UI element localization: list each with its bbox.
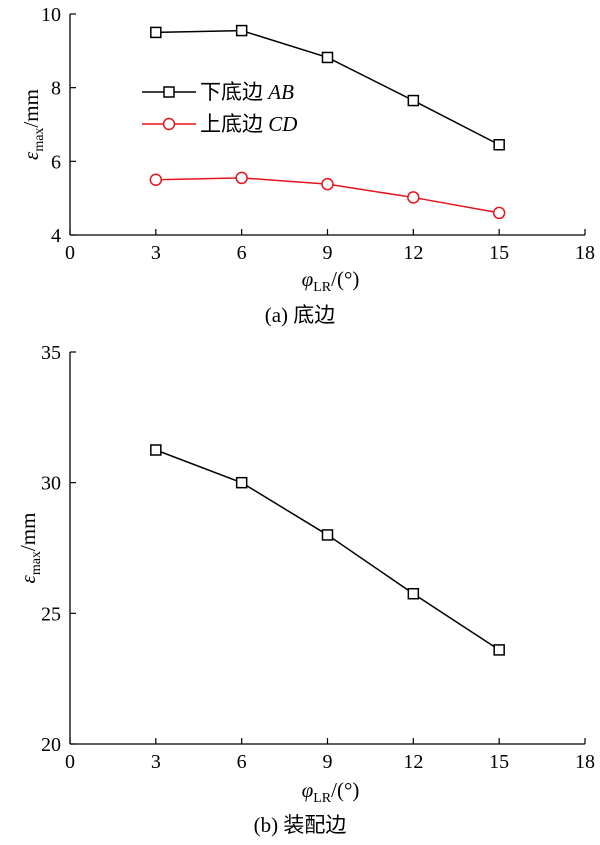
legend: 下底边 AB 上底边 CD [142, 80, 297, 136]
x-tick-label: 3 [151, 242, 161, 264]
data-point-square [493, 644, 505, 656]
data-point-square [321, 51, 334, 64]
y-tick-label: 6 [51, 151, 61, 173]
x-tick-label: 18 [575, 751, 595, 773]
x-axis-label: φLR/(°) [302, 778, 360, 806]
legend-label: 下底边 AB [200, 80, 294, 104]
y-tick-label: 30 [41, 473, 61, 495]
legend-label-it: CD [268, 112, 297, 136]
data-point-square [321, 529, 334, 541]
y-tick-label: 35 [41, 342, 61, 364]
legend-marker-circle [162, 117, 176, 131]
data-point-square [493, 139, 505, 151]
data-point-square [150, 26, 162, 39]
data-point-circle [407, 191, 420, 204]
y-axis-label-unit: /mm [16, 513, 40, 552]
x-tick-label: 3 [151, 751, 161, 773]
x-axis-label-sub: LR [313, 280, 332, 295]
x-axis-label-unit: /(°) [331, 267, 359, 291]
x-tick-label: 15 [489, 242, 509, 264]
legend-label-cn: 上底边 [200, 112, 268, 136]
chart-caption: (b) 装配边 [254, 813, 347, 837]
x-tick-label: 12 [403, 751, 423, 773]
y-axis-label-var: ε [19, 151, 43, 160]
legend-label-cn: 下底边 [200, 80, 268, 104]
data-point-square [235, 24, 248, 37]
y-axis-label: εmax/mm [16, 513, 44, 584]
legend-label: 上底边 CD [200, 112, 297, 136]
data-point-circle [235, 171, 248, 185]
y-axis-label: εmax/mm [19, 89, 47, 160]
y-tick-label: 25 [41, 603, 61, 625]
x-axis-label-unit: /(°) [331, 778, 359, 802]
y-tick-label: 4 [51, 225, 61, 247]
series-line [155, 449, 500, 651]
y-tick-label: 10 [41, 4, 61, 26]
y-axis-label-sub: max [29, 551, 44, 575]
data-point-square [235, 476, 248, 489]
data-point-square [407, 587, 420, 600]
y-axis-label-sub: max [32, 128, 47, 152]
data-point-circle [149, 173, 163, 186]
x-tick-label: 18 [575, 242, 595, 264]
chart-caption: (a) 底边 [265, 303, 336, 327]
y-tick-label: 8 [51, 78, 61, 100]
y-axis-label-var: ε [16, 574, 40, 583]
x-axis-label-sub: LR [313, 791, 332, 806]
chart-panel-b: 0 3 6 9 12 15 18 20 25 30 35 φLR/(°) εmax/mm (b) 装配边 [16, 342, 595, 837]
y-tick-label: 20 [41, 734, 61, 756]
legend-marker-square [163, 86, 175, 98]
x-tick-label: 0 [65, 751, 75, 773]
data-point-square [150, 444, 162, 456]
x-tick-label: 12 [403, 242, 423, 264]
x-tick-label: 0 [65, 242, 75, 264]
x-axis-label-var: φ [302, 267, 314, 291]
data-point-circle [492, 206, 506, 220]
x-tick-label: 15 [489, 751, 509, 773]
legend-label-it: AB [266, 80, 294, 104]
x-tick-label: 6 [237, 751, 247, 773]
data-point-square [407, 94, 420, 107]
x-tick-label: 6 [237, 242, 247, 264]
x-axis-label: φLR/(°) [302, 267, 360, 295]
chart-panel-a: 0 3 6 9 12 15 18 4 6 8 10 φLR/(°) εmax/mm (a) 底边 下底边 A… [19, 4, 595, 327]
x-axis-label-var: φ [302, 778, 314, 802]
y-axis-label-unit: /mm [19, 89, 43, 128]
x-tick-label: 9 [323, 751, 333, 773]
data-point-circle [321, 177, 334, 191]
x-tick-label: 9 [323, 242, 333, 264]
